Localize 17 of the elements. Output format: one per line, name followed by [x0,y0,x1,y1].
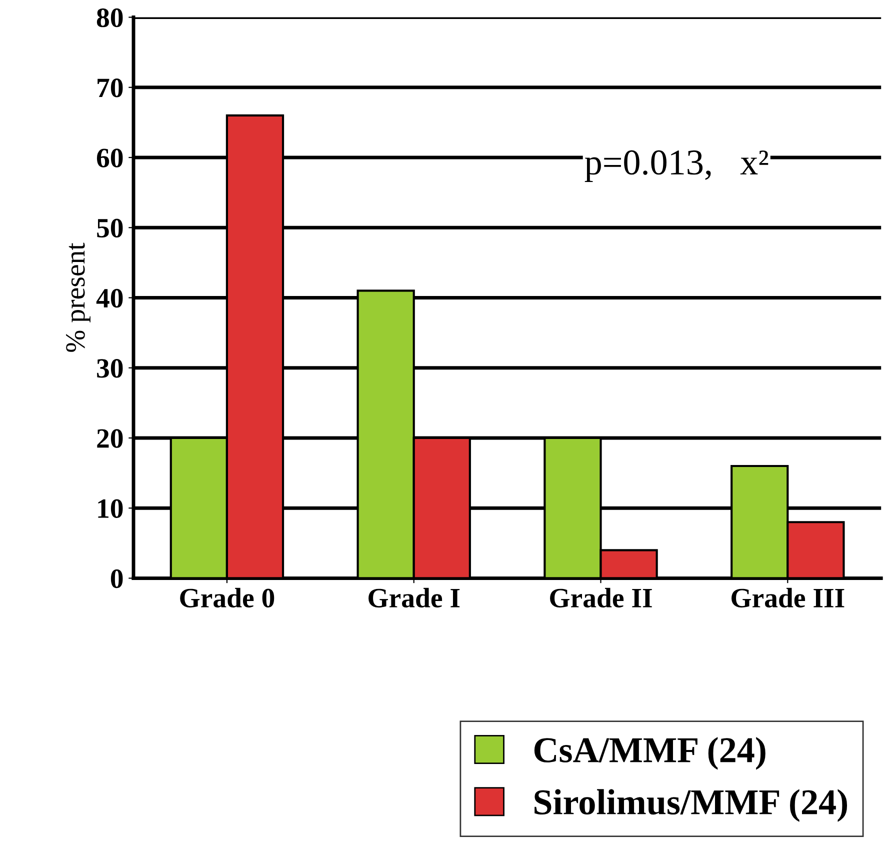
x-tick-label: Grade I [368,588,460,608]
y-tick-label: 10 [98,499,123,518]
annotation: p=0.013, x² [584,150,768,182]
y-tick-label: 50 [97,218,123,238]
y-axis-title: % present [66,242,90,352]
x-tick-label: Grade III [732,588,844,608]
x-tick-label: Grade II [550,588,652,608]
x-tick-label: Grade 0 [180,588,274,608]
y-tick-label: 0 [110,569,123,588]
y-tick-label: 70 [98,78,123,98]
y-tick-label: 60 [96,148,123,168]
y-tick-label: 80 [96,8,123,28]
y-tick-label: 20 [97,429,123,448]
y-tick-label: 30 [97,359,123,378]
y-tick-label: 40 [96,288,123,308]
legend-label: Sirolimus/MMF (24) [534,789,848,822]
legend-label: CsA/MMF (24) [534,737,766,770]
